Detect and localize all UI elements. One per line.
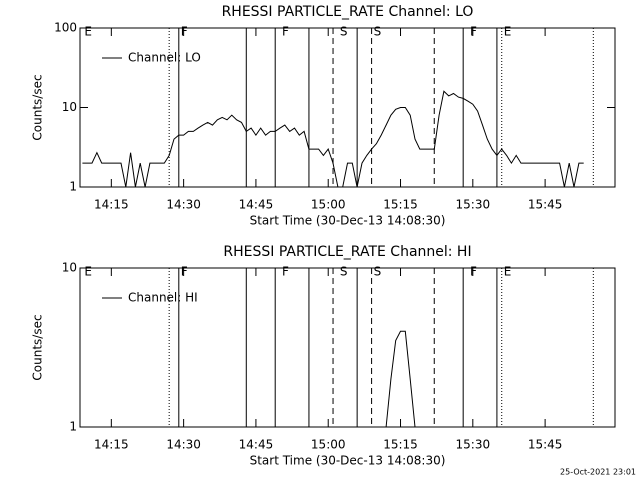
y-tick-label: 10 [62,261,77,275]
y-tick-label: 1 [69,420,77,434]
x-tick-label: 15:30 [456,438,491,452]
x-tick-label: 14:30 [166,438,201,452]
x-tick-label: 15:15 [383,198,418,212]
flag-label: F [181,265,188,279]
flag-label: F [282,25,289,39]
chart-title: RHESSI PARTICLE_RATE Channel: HI [223,244,471,260]
chart-title: RHESSI PARTICLE_RATE Channel: LO [222,4,474,20]
y-tick-label: 10 [62,100,77,114]
x-tick-label: 15:00 [311,438,346,452]
flag-label: F [470,25,477,39]
flag-label: F [470,265,477,279]
x-axis-label: Start Time (30-Dec-13 14:08:30) [250,214,446,228]
x-tick-label: 15:45 [528,198,563,212]
flag-label: S [340,25,348,39]
flag-label: S [374,25,382,39]
x-tick-label: 14:15 [94,438,129,452]
data-line [385,330,416,428]
x-tick-label: 15:15 [383,438,418,452]
flag-label: S [340,265,348,279]
footer: 25-Oct-2021 23:01 [560,468,636,477]
flag-label: F [181,25,188,39]
x-axis-label: Start Time (30-Dec-13 14:08:30) [250,454,446,468]
x-tick-label: 14:45 [239,438,274,452]
y-tick-label: 1 [69,180,77,194]
x-tick-label: 15:00 [311,198,346,212]
x-tick-label: 15:45 [528,438,563,452]
flag-label: E [84,265,92,279]
flag-label: F [282,265,289,279]
legend-label: Channel: HI [128,291,198,305]
x-tick-label: 14:15 [94,198,129,212]
flag-label: E [504,25,512,39]
legend-label: Channel: LO [128,51,201,65]
y-tick-label: 100 [54,21,77,35]
data-line [82,90,584,188]
x-tick-label: 15:30 [456,198,491,212]
y-axis-label: Counts/sec [31,314,45,380]
flag-label: S [374,265,382,279]
x-tick-label: 14:45 [239,198,274,212]
x-tick-label: 14:30 [166,198,201,212]
y-axis-label: Counts/sec [31,74,45,140]
plot-frame [79,267,616,428]
flag-label: E [504,265,512,279]
flag-label: E [84,25,92,39]
